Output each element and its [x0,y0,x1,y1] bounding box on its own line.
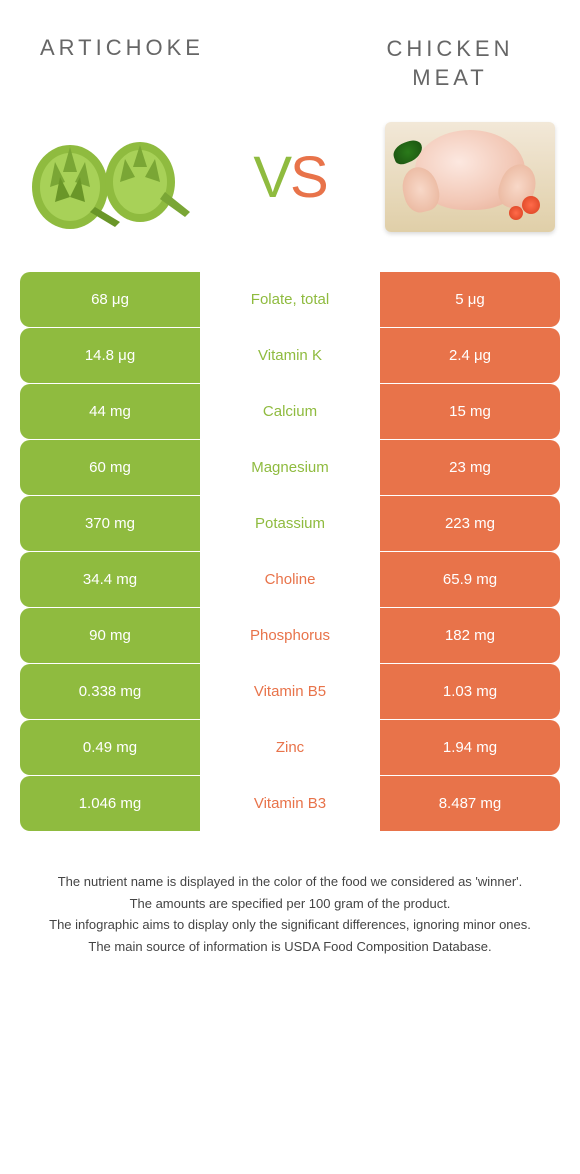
nutrient-name: Choline [200,552,380,607]
left-value: 1.046 mg [20,776,200,831]
vs-v: V [253,145,290,210]
table-row: 68 μgFolate, total5 μg [20,272,560,327]
table-row: 370 mgPotassium223 mg [20,496,560,551]
left-value: 0.338 mg [20,664,200,719]
left-value: 44 mg [20,384,200,439]
vs-row: VS [0,102,580,272]
left-value: 370 mg [20,496,200,551]
nutrient-name: Vitamin B5 [200,664,380,719]
nutrient-name: Potassium [200,496,380,551]
table-row: 90 mgPhosphorus182 mg [20,608,560,663]
right-value: 23 mg [380,440,560,495]
left-value: 90 mg [20,608,200,663]
nutrient-name: Folate, total [200,272,380,327]
right-value: 182 mg [380,608,560,663]
left-value: 68 μg [20,272,200,327]
header: ARTICHOKE CHICKEN MEAT [0,0,580,102]
right-value: 2.4 μg [380,328,560,383]
table-row: 0.49 mgZinc1.94 mg [20,720,560,775]
vs-label: VS [253,144,326,211]
artichoke-image [20,112,200,242]
footer-line-4: The main source of information is USDA F… [30,937,550,957]
footer-line-1: The nutrient name is displayed in the co… [30,872,550,892]
table-row: 0.338 mgVitamin B51.03 mg [20,664,560,719]
right-value: 223 mg [380,496,560,551]
nutrient-name: Vitamin B3 [200,776,380,831]
right-value: 5 μg [380,272,560,327]
title-left: ARTICHOKE [40,35,204,92]
right-value: 1.94 mg [380,720,560,775]
nutrient-table: 68 μgFolate, total5 μg14.8 μgVitamin K2.… [0,272,580,831]
nutrient-name: Vitamin K [200,328,380,383]
table-row: 14.8 μgVitamin K2.4 μg [20,328,560,383]
left-value: 14.8 μg [20,328,200,383]
nutrient-name: Phosphorus [200,608,380,663]
footer: The nutrient name is displayed in the co… [0,832,580,978]
table-row: 44 mgCalcium15 mg [20,384,560,439]
title-right: CHICKEN MEAT [360,35,540,92]
left-value: 60 mg [20,440,200,495]
table-row: 34.4 mgCholine65.9 mg [20,552,560,607]
left-value: 34.4 mg [20,552,200,607]
table-row: 60 mgMagnesium23 mg [20,440,560,495]
vs-s: S [290,145,327,210]
chicken-image [380,112,560,242]
table-row: 1.046 mgVitamin B38.487 mg [20,776,560,831]
right-value: 15 mg [380,384,560,439]
nutrient-name: Magnesium [200,440,380,495]
right-value: 65.9 mg [380,552,560,607]
nutrient-name: Zinc [200,720,380,775]
footer-line-3: The infographic aims to display only the… [30,915,550,935]
left-value: 0.49 mg [20,720,200,775]
right-value: 8.487 mg [380,776,560,831]
nutrient-name: Calcium [200,384,380,439]
footer-line-2: The amounts are specified per 100 gram o… [30,894,550,914]
right-value: 1.03 mg [380,664,560,719]
